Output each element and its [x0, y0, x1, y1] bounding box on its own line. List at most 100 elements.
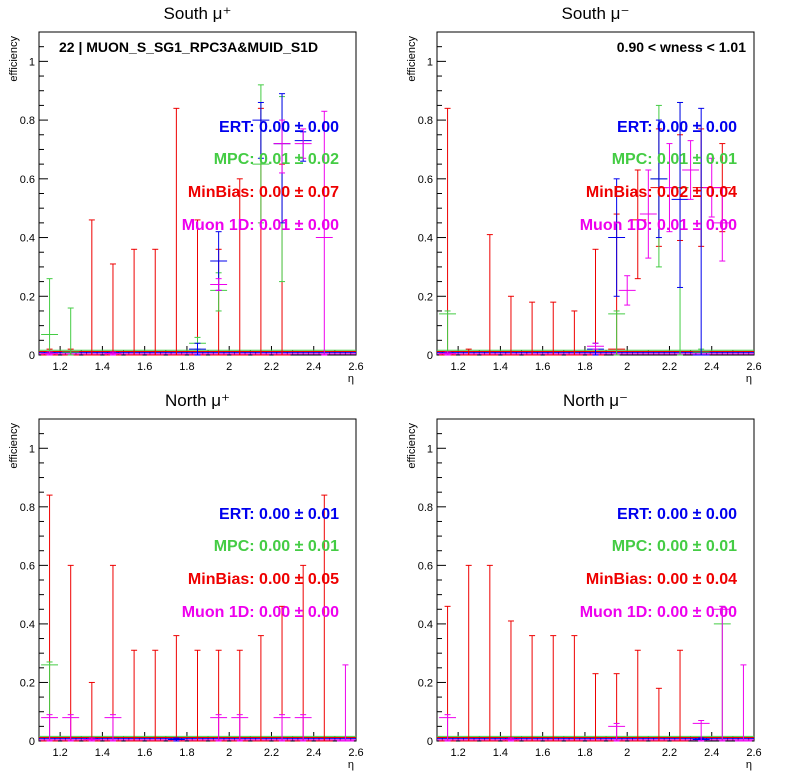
minbias-point	[502, 620, 520, 742]
muon-point	[273, 714, 291, 742]
minbias-fit-label: MinBias: 0.00 ± 0.05	[188, 571, 339, 588]
muon-point	[83, 737, 101, 742]
y-tick-label: 0.8	[20, 115, 35, 127]
ert-point	[608, 178, 626, 297]
muon-fit-label: Muon 1D: 0.00 ± 0.00	[580, 604, 737, 621]
mpc-fit-label: MPC: 0.01 ± 0.01	[612, 151, 737, 168]
minbias-point	[587, 673, 604, 742]
minbias-point	[189, 219, 206, 356]
x-tick-label: 2.6	[348, 747, 363, 759]
minbias-point	[460, 348, 478, 356]
y-tick-label: 1	[29, 443, 35, 455]
minbias-fit-label: MinBias: 0.00 ± 0.07	[188, 184, 339, 201]
muon-fit-label: Muon 1D: 0.00 ± 0.00	[182, 604, 339, 621]
minbias-point	[544, 301, 562, 356]
mpc-fit-label: MPC: 0.01 ± 0.02	[214, 151, 339, 168]
ert-point	[671, 101, 689, 288]
wness-annotation: 0.90 < wness < 1.01	[617, 39, 746, 55]
muon-point	[439, 714, 457, 742]
minbias-point	[544, 635, 562, 742]
ert-point	[252, 101, 270, 159]
muon-point	[734, 664, 752, 742]
mpc-point	[608, 310, 626, 356]
muon-point	[231, 714, 249, 742]
x-tick-label: 2.6	[348, 361, 363, 373]
minbias-point	[481, 234, 499, 356]
y-tick-label: 0.6	[418, 560, 433, 572]
minbias-point	[650, 687, 668, 742]
y-tick-label: 0	[29, 736, 35, 748]
ert-fit-label: ERT: 0.00 ± 0.00	[617, 506, 737, 523]
x-tick-label: 2.4	[306, 747, 321, 759]
x-tick-label: 2	[226, 747, 232, 759]
minbias-point	[125, 649, 143, 742]
y-tick-label: 1	[29, 56, 35, 68]
panel-3: North μ⁺ 1.2 1.4 1.6 1.8 2 2.2 2.4 2.6 0 0.2 0.4 0.6…	[8, 391, 364, 771]
minbias-fit-label: MinBias: 0.00 ± 0.04	[586, 571, 737, 588]
x-tick-label: 1.4	[493, 747, 508, 759]
minbias-point	[481, 564, 499, 742]
panel-4: North μ⁻ 1.2 1.4 1.6 1.8 2 2.2 2.4 2.6 0 0.2 0.4 0.6…	[406, 391, 762, 771]
muon-point	[210, 714, 228, 742]
y-tick-label: 0.6	[20, 560, 35, 572]
panel-2: South μ⁻ 1.2 1.4 1.6 1.8 2 2.2 2.4 2.6 0 0.2 0.4 0.6…	[406, 4, 762, 385]
muon-point	[62, 714, 80, 742]
x-tick-label: 1.8	[577, 747, 592, 759]
muon-point	[692, 720, 710, 742]
minbias-point	[146, 649, 164, 742]
y-tick-label: 0.8	[418, 502, 433, 514]
chart-title: North μ⁺	[165, 391, 230, 410]
y-tick-label: 0.4	[418, 619, 433, 631]
minbias-point	[167, 635, 185, 742]
minbias-point	[83, 681, 101, 742]
muon-point	[41, 351, 59, 356]
y-axis-label: efficiency	[8, 423, 20, 469]
chart-title: South μ⁻	[562, 4, 630, 23]
y-tick-label: 0.2	[418, 677, 433, 689]
ert-fit-label: ERT: 0.00 ± 0.00	[617, 119, 737, 136]
muon-point	[618, 275, 636, 306]
y-axis-label: efficiency	[406, 36, 418, 82]
muon-point	[439, 351, 457, 356]
muon-point	[682, 140, 700, 200]
y-axis-label: efficiency	[8, 36, 20, 82]
y-tick-label: 0.2	[418, 291, 433, 303]
muon-point	[608, 722, 626, 742]
ert-point	[650, 119, 668, 239]
ert-point	[167, 737, 185, 742]
chart-title: North μ⁻	[563, 391, 628, 410]
y-tick-label: 0.4	[418, 233, 433, 245]
x-tick-label: 1.2	[450, 747, 465, 759]
muon-point	[104, 714, 122, 742]
minbias-point	[104, 263, 122, 356]
minbias-point	[587, 248, 604, 356]
y-tick-label: 0.2	[20, 291, 35, 303]
ert-point	[189, 342, 206, 356]
x-tick-label: 1.2	[52, 361, 67, 373]
x-tick-label: 2	[624, 747, 630, 759]
y-tick-label: 0.2	[20, 677, 35, 689]
panel-1: South μ⁺ 1.2 1.4 1.6 1.8 2 2.2 2.4 2.6 0 0.2 0.4 0.6…	[8, 4, 364, 385]
mpc-point	[62, 307, 80, 356]
x-axis-label: η	[348, 759, 354, 771]
y-tick-label: 0.6	[418, 174, 433, 186]
minbias-point	[146, 248, 164, 356]
minbias-point	[502, 295, 520, 356]
minbias-point	[629, 649, 647, 742]
x-tick-label: 1.8	[179, 361, 194, 373]
y-tick-label: 1	[427, 56, 433, 68]
minbias-point	[315, 494, 333, 742]
y-tick-label: 0.6	[20, 174, 35, 186]
x-axis-label: η	[746, 373, 752, 385]
muon-point	[41, 714, 59, 742]
chart-title: South μ⁺	[164, 4, 232, 23]
ert-fit-label: ERT: 0.00 ± 0.01	[219, 506, 339, 523]
minbias-point	[460, 564, 478, 742]
minbias-point	[629, 169, 647, 280]
x-tick-label: 1.4	[493, 361, 508, 373]
ert-fit-label: ERT: 0.00 ± 0.00	[219, 119, 339, 136]
minbias-point	[167, 107, 185, 356]
trigger-annotation: 22 | MUON_S_SG1_RPC3A&MUID_S1D	[59, 39, 318, 55]
muon-point	[713, 605, 731, 742]
